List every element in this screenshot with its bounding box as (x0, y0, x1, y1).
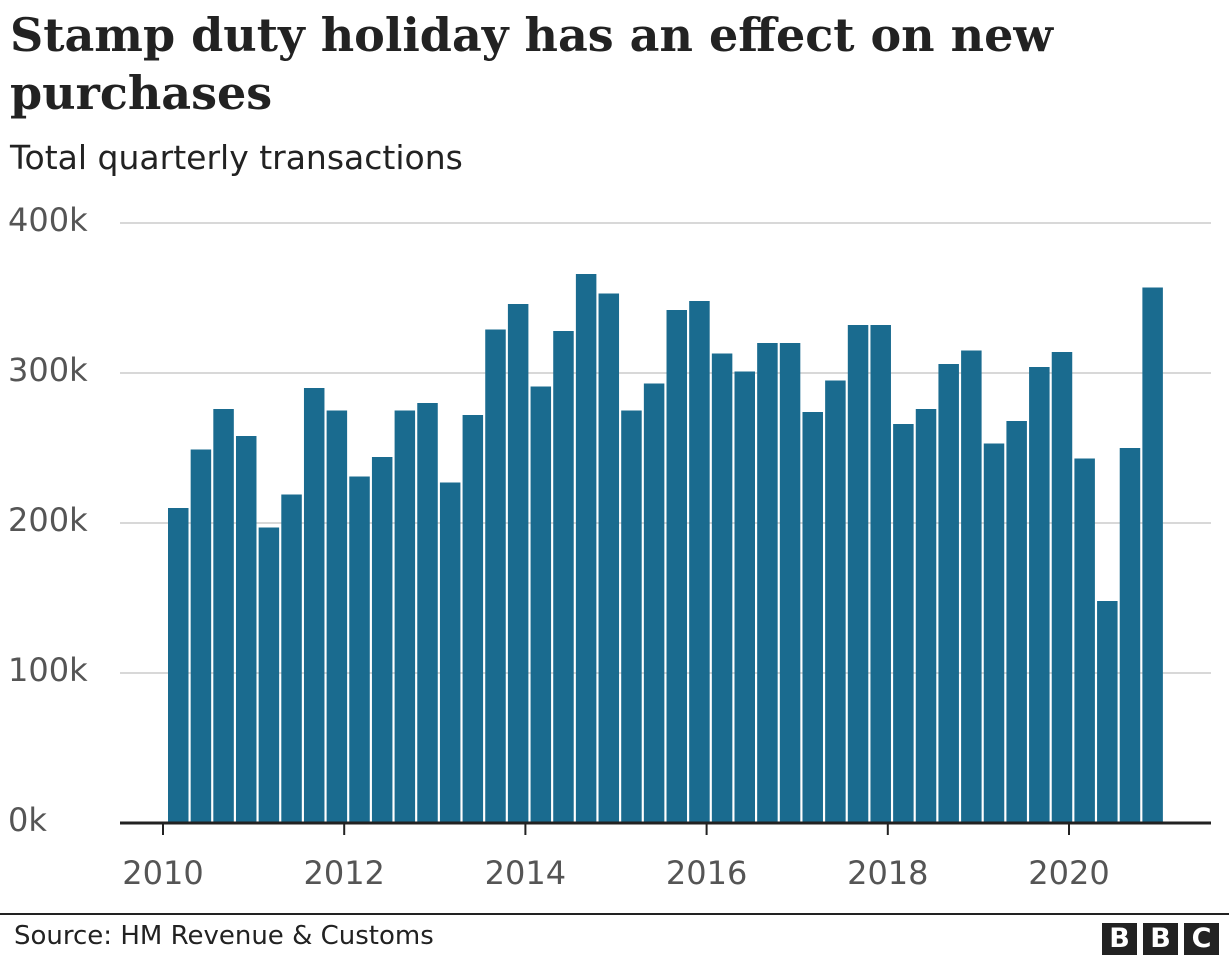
logo-letter: C (1184, 923, 1219, 955)
bar (349, 476, 370, 823)
source-note: Source: HM Revenue & Customs (14, 921, 434, 951)
x-tick-label: 2010 (122, 854, 203, 892)
logo-letter: B (1143, 923, 1178, 955)
bar (711, 353, 733, 823)
bar (235, 436, 257, 823)
logo-letter: B (1102, 923, 1137, 955)
y-tick-label: 0k (8, 801, 47, 839)
bar (915, 409, 937, 823)
bar (1006, 421, 1027, 823)
bar (870, 325, 891, 823)
bar (938, 364, 959, 823)
bar (893, 424, 914, 823)
bar (1029, 367, 1050, 823)
x-tick-label: 2016 (666, 854, 747, 892)
chart-title: Stamp duty holiday has an effect on new … (10, 8, 1053, 120)
footer-divider (0, 913, 1229, 915)
bar (598, 293, 620, 823)
bar (666, 310, 688, 823)
bar (439, 482, 461, 823)
y-tick-label: 300k (8, 351, 88, 389)
bar (1074, 458, 1095, 823)
bbc-logo: B B C (1102, 923, 1219, 955)
bar (303, 388, 325, 823)
bar (281, 494, 302, 823)
bar (575, 274, 597, 823)
x-tick-label: 2018 (847, 854, 928, 892)
bar-chart: 0k 100k 200k 300k 400k 2010 2012 2014 2016 2018 20… (8, 201, 1211, 892)
y-tick-label: 400k (8, 201, 88, 239)
y-tick-label: 100k (8, 651, 88, 689)
bar (417, 403, 438, 823)
bar (371, 457, 393, 823)
bar (779, 343, 801, 823)
bar (553, 331, 574, 823)
bar (825, 380, 846, 823)
bar (983, 443, 1005, 823)
bar (643, 383, 665, 823)
axes (120, 821, 1211, 835)
bar (326, 410, 348, 823)
chart-subtitle: Total quarterly transactions (10, 138, 463, 177)
tick-labels: 0k 100k 200k 300k 400k 2010 2012 2014 2016 2018 20… (8, 201, 1110, 892)
x-tick-label: 2014 (485, 854, 566, 892)
bar (1097, 601, 1118, 823)
bar (462, 415, 484, 823)
bars (168, 274, 1163, 823)
bar (190, 449, 212, 823)
bar (802, 412, 823, 823)
y-tick-label: 200k (8, 501, 88, 539)
x-tick-label: 2020 (1028, 854, 1109, 892)
bar (689, 301, 710, 823)
bar (485, 329, 506, 823)
bar (258, 527, 280, 823)
bar (847, 325, 869, 823)
bar (734, 371, 755, 823)
bar (507, 304, 529, 823)
x-tick-label: 2012 (303, 854, 384, 892)
bar (757, 343, 778, 823)
bar (394, 410, 416, 823)
bar (961, 350, 982, 823)
bar (1051, 352, 1073, 823)
bar (621, 410, 642, 823)
bar (168, 508, 189, 823)
bar (1142, 287, 1163, 823)
bar (213, 409, 234, 823)
bar (530, 386, 552, 823)
bar (1119, 448, 1141, 823)
